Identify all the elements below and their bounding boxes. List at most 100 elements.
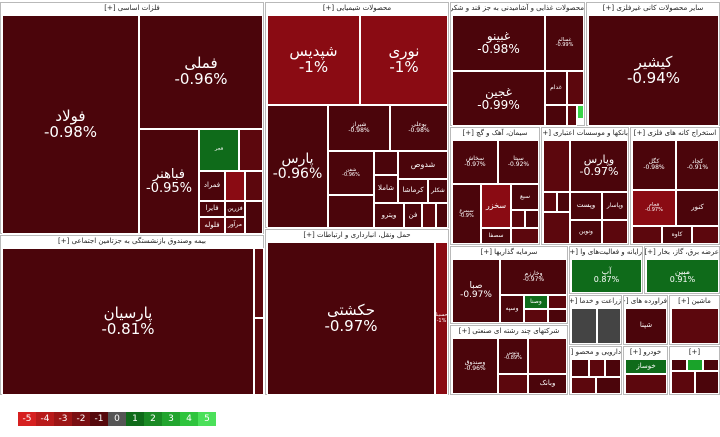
tile-foolad[interactable]: فولاد -0.98% (2, 15, 139, 234)
tile-hakeshti[interactable]: حکشتی -0.97% (267, 242, 435, 395)
tile-shina[interactable]: شپنا (625, 308, 667, 344)
tile-kashir[interactable]: کیشیر -0.94% (588, 15, 719, 126)
tile-small[interactable] (589, 359, 605, 377)
sector-header[interactable]: سیمان، آهک و گچ [+] (451, 128, 539, 139)
tile-ghesal[interactable]: غسالم -0.99% (545, 15, 584, 71)
tile-small[interactable] (571, 377, 596, 394)
tile-noori[interactable]: نوری -1% (360, 15, 448, 105)
tile-lavah[interactable]: کاوه (662, 226, 692, 244)
tile-small[interactable] (528, 338, 567, 374)
sector-multi[interactable]: شرکتهای چند رشته ای صنعتی [+] وصندوق -0.9… (450, 325, 568, 395)
tile-small[interactable] (524, 309, 548, 323)
tile-ghojin[interactable]: غجین -0.99% (452, 71, 545, 126)
tile-folave[interactable]: فلوله (199, 217, 225, 234)
tile-small[interactable] (543, 192, 557, 212)
tile-small[interactable] (239, 129, 263, 171)
tile-vanovin[interactable]: ونوین (570, 220, 602, 244)
tile-bojli[interactable]: بوعلی -0.98% (390, 105, 448, 151)
tile-small[interactable] (545, 105, 567, 126)
tile-vasaha[interactable]: وسپه (500, 295, 524, 323)
sector-auto[interactable]: خودرو [+] خوساز (623, 346, 668, 395)
tile-small[interactable] (245, 201, 263, 234)
tile-vabank[interactable]: وبانک (528, 374, 567, 394)
sector-header[interactable]: بانکها و موسسات اعتباری [+] (542, 128, 628, 139)
tile-small[interactable] (245, 171, 263, 201)
sector-header[interactable]: خودرو [+] (624, 347, 667, 358)
tile-vakharazm[interactable]: وخارزم -0.97% (500, 259, 567, 295)
tile-fabahonar[interactable]: فباهنر -0.95% (139, 129, 199, 234)
tile-small[interactable] (571, 308, 597, 344)
tile-kagol[interactable]: کگل -0.98% (632, 140, 676, 190)
tile-pars[interactable]: پارس -0.96% (267, 105, 328, 228)
tile-sahq[interactable]: سیمرغ -0.9% (452, 184, 481, 244)
sector-machinery[interactable]: ماشین [+] (669, 295, 720, 345)
tile-vasandoq[interactable]: وصندوق -0.96% (452, 338, 498, 394)
tile-small[interactable] (671, 308, 719, 344)
tile-shabandar[interactable]: شپدیس -1% (267, 15, 360, 105)
sector-utilities[interactable]: عرضه برق، گاز، بخار [+] مبین 0.91% (644, 246, 720, 294)
tile-falzar[interactable]: فایرا (199, 201, 225, 217)
sector-header[interactable]: محصولات شیمیایی [+] (266, 3, 448, 14)
sector-basic-metals[interactable]: فلزات اساسی [+] فولاد -0.98% فملی -0.96% ف… (0, 2, 264, 234)
tile-small[interactable] (225, 171, 245, 201)
sector-header[interactable]: استخراج کانه های فلزی [+] (631, 128, 719, 139)
tile-morvar[interactable]: مرآور (225, 217, 245, 234)
tile-small[interactable] (254, 248, 264, 318)
tile-shafan[interactable]: شفن -0.96% (328, 151, 374, 195)
sector-cement[interactable]: سیمان، آهک و گچ [+] سخاش -0.97% سیتا -0.92… (450, 127, 540, 245)
tile-small[interactable] (703, 359, 719, 371)
tile-kanor[interactable]: کنور (676, 190, 719, 226)
sector-pharma[interactable]: دارویی و محصو [+] (569, 346, 622, 395)
sector-header[interactable]: دارویی و محصو [+] (570, 347, 621, 358)
sector-agri[interactable]: سایر محصولات کانی غیرفلزی [+] کیشیر -0.94… (586, 2, 720, 126)
tile-small[interactable] (597, 308, 621, 344)
sector-realestate[interactable]: رایانه و فعالیت‌های وا [+] آپ 0.87% (569, 246, 643, 294)
tile-small[interactable] (511, 210, 525, 228)
tile-kabeshir[interactable]: فجام -0.97% (632, 190, 676, 226)
tile-fameli[interactable]: فملی -0.96% (139, 15, 263, 129)
tile-small[interactable] (328, 195, 374, 228)
tile-sakhash[interactable]: سخاش -0.97% (452, 140, 498, 184)
tile-shiraz[interactable]: شیراز -0.98% (328, 105, 390, 151)
tile-ghabino[interactable]: غبینو -0.98% (452, 15, 545, 71)
sector-header[interactable]: شرکتهای چند رشته ای صنعتی [+] (451, 326, 567, 337)
sector-header[interactable]: [+] (670, 347, 719, 358)
tile-vapars[interactable]: وپارس -0.97% (570, 140, 628, 192)
tile-vasna[interactable]: وصنا (524, 295, 548, 309)
sector-header[interactable]: عرضه برق، گاز، بخار [+] (645, 247, 719, 258)
sector-header[interactable]: محصولات غذایی و آشامیدنی به جز قند و شکر… (451, 3, 584, 14)
tile-small[interactable] (567, 71, 584, 105)
tile-small[interactable] (498, 374, 528, 394)
tile-seb[interactable]: سبع (511, 184, 539, 210)
tile-small[interactable] (548, 295, 567, 309)
tile-kachad[interactable]: کچاد -0.91% (676, 140, 719, 190)
tile-hosevah[interactable]: حسینا -1% (435, 242, 448, 395)
tile-marover[interactable]: فزرین (225, 201, 245, 217)
tile-shakar[interactable]: شکلر (428, 179, 448, 203)
sector-header[interactable]: رایانه و فعالیت‌های وا [+] (570, 247, 642, 258)
tile-small[interactable] (692, 226, 719, 244)
tile-shamla[interactable]: شاملا (374, 175, 398, 203)
tile-small[interactable] (543, 140, 570, 192)
tile-small[interactable] (511, 228, 539, 244)
sector-header[interactable]: سایر محصولات کانی غیرفلزی [+] (587, 3, 719, 14)
tile-small[interactable] (596, 377, 621, 394)
sector-header[interactable]: فراورده های [+] (624, 296, 667, 307)
tile-small[interactable] (602, 220, 628, 244)
tile-vatoos[interactable]: وتوس -0.89% (498, 338, 528, 374)
tile-vabemellat[interactable]: وپاسار (602, 192, 628, 220)
tile-small[interactable] (374, 151, 398, 175)
tile-small[interactable] (671, 359, 687, 371)
tile-sakhzar[interactable]: سخزر (481, 184, 511, 228)
tile-famrad[interactable]: فمراد (199, 171, 225, 201)
tile-small[interactable] (671, 371, 695, 394)
tile-khosaz[interactable]: خوساز (625, 359, 667, 374)
sector-header[interactable]: حمل ونقل، انبارداری و ارتباطات [+] (266, 230, 448, 241)
tile-small[interactable] (632, 226, 662, 244)
sector-coal[interactable]: استخراج کانه های فلزی [+] کگل -0.98% کچاد… (630, 127, 720, 245)
sector-header[interactable]: بیمه وصندوق بازنشستگی به جزتامین اجتماعی… (1, 236, 263, 247)
tile-small[interactable] (436, 203, 448, 228)
tile-mabin[interactable]: مبین 0.91% (646, 259, 719, 293)
sector-transport[interactable]: حمل ونقل، انبارداری و ارتباطات [+] حکشتی… (265, 229, 449, 395)
sector-investment[interactable]: سرمایه گذاریها [+] صبا -0.97% وخارزم -0.97… (450, 246, 568, 324)
